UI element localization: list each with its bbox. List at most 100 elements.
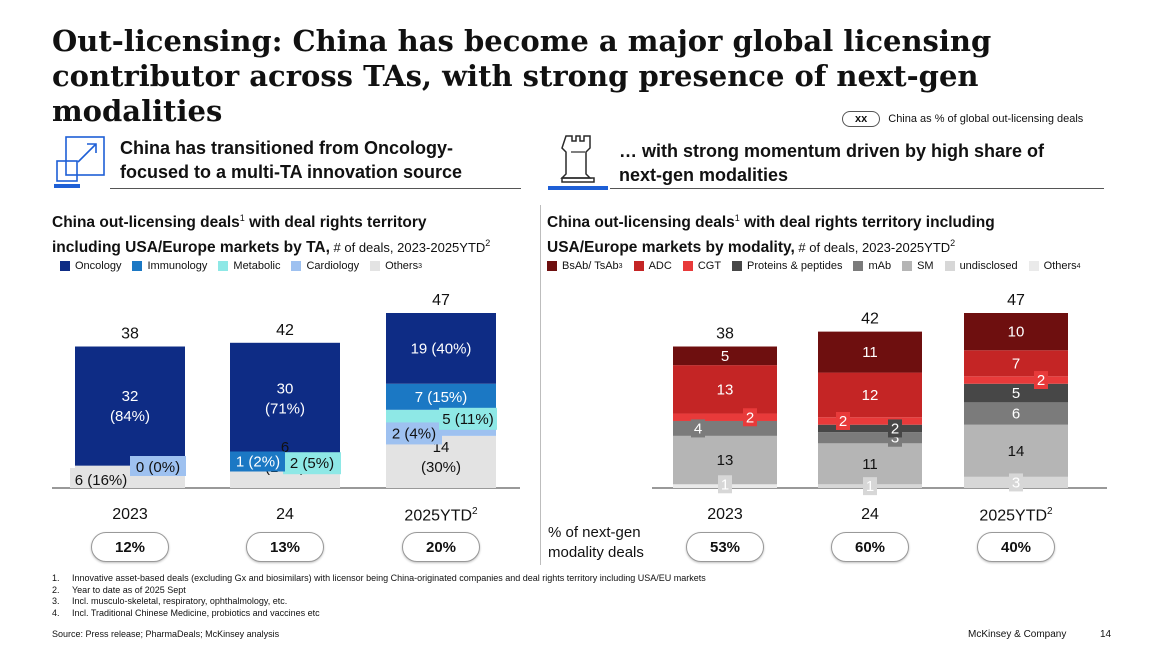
left-chart-title: China out-licensing deals1 with deal rig…	[52, 208, 542, 258]
ta-total-2025ytd: 47	[432, 292, 450, 309]
right-chart-title-b: with deal rights territory including	[739, 214, 995, 232]
left-panel-heading: China has transitioned from Oncology- fo…	[120, 136, 520, 184]
brand-name: McKinsey & Company	[968, 629, 1067, 640]
legend-label: ADC	[648, 260, 672, 272]
right-heading-line-2: next-gen modalities	[619, 165, 789, 185]
legend-label: CGT	[697, 260, 722, 272]
mod-label-undisclosed-2023: 1	[721, 476, 729, 493]
mod-label-cgt-2023-box	[743, 408, 757, 427]
mod-total-2025ytd: 47	[1007, 292, 1025, 309]
ta-bar-oncology-2023	[75, 346, 185, 466]
footnote-3: 3. Incl. musculo-skeletal, respiratory, o…	[52, 596, 288, 606]
mod-share-pill-2023: 53%	[686, 532, 764, 562]
legend-item-bsab-tsab: BsAb/ TsAb 3	[547, 260, 623, 272]
legend-swatch	[132, 261, 143, 271]
legend-item-others: Others 4	[1028, 260, 1081, 272]
ta-label-immunology-2025ytd: 7 (15%)	[415, 389, 468, 406]
key-text: China as % of global out-licensing deals	[888, 113, 1084, 125]
left-chart-title-sup: 1	[239, 213, 245, 223]
mod-bar-cgt-2023	[673, 413, 777, 421]
legend-swatch	[732, 261, 743, 271]
legend-swatch	[370, 261, 381, 271]
ta-bar-oncology-2025ytd	[386, 313, 496, 384]
mod-bar-bsab-tsab-24	[818, 331, 922, 373]
mod-label-adc-2023: 13	[717, 381, 734, 398]
mod-label-bsab-tsab-24: 11	[862, 344, 878, 361]
mod-total-24: 42	[861, 311, 879, 328]
left-chart-title-b: with deal rights territory	[244, 214, 427, 232]
mod-category-2025ytd: 2025YTD2	[979, 506, 1053, 525]
mod-label-sm-24: 11	[862, 456, 878, 473]
mod-label-mab-2023-box	[691, 419, 705, 438]
legend-swatch	[682, 261, 693, 271]
left-chart-units-sup: 2	[485, 238, 491, 249]
left-chart-title-a: China out-licensing deals	[52, 214, 240, 232]
ta-label-cardiology-2025ytd: 2 (4%)	[392, 425, 436, 442]
mod-label-cgt-24: 2	[839, 413, 847, 430]
mod-label-proteins-peptides-24: 2	[891, 420, 899, 437]
legend-label: mAb	[868, 260, 892, 272]
mod-label-bsab-tsab-2025ytd: 10	[1008, 324, 1025, 341]
right-heading-rule	[610, 188, 1104, 189]
ta-bar-others-2025ytd	[386, 435, 496, 488]
mod-label-adc-24: 12	[862, 387, 879, 404]
legend-item-others: Others 3	[370, 260, 422, 272]
mod-total-2023: 38	[716, 326, 734, 343]
ta-label-immunology-24: 1 (2%)	[236, 453, 280, 470]
ta-label-oncology-24: 30 (71%)	[265, 381, 305, 418]
right-chart-units: # of deals, 2023-2025YTD	[794, 240, 951, 256]
left-heading-line-1: China has transitioned from Oncology-	[120, 138, 454, 158]
chess-rook-icon	[548, 135, 608, 190]
ta-share-pill-2023: 12%	[91, 532, 169, 562]
ta-label-metabolic-2025ytd: 5 (11%)	[442, 411, 493, 428]
legend-item-oncology: Oncology	[60, 260, 121, 272]
ta-label-oncology-2023: 32 (84%)	[110, 388, 150, 425]
mod-label-proteins-peptides-24-box	[888, 419, 902, 438]
legend-item-cardiology: Cardiology	[291, 260, 359, 272]
mod-label-undisclosed-24-box	[863, 477, 877, 496]
ta-label-cardiology-2025ytd-box	[386, 422, 442, 445]
legend-label: Cardiology	[306, 260, 360, 272]
right-heading-line-1: … with strong momentum driven by high sh…	[619, 141, 1045, 161]
mod-label-undisclosed-2025ytd-box	[1009, 473, 1023, 492]
key-pill: xx	[842, 111, 881, 127]
ta-label-metabolic-24-box	[283, 452, 341, 475]
legend-swatch	[547, 261, 557, 271]
left-heading-rule	[110, 188, 521, 189]
ta-category-2025ytd: 2025YTD2	[404, 506, 478, 525]
mod-share-pill-2025ytd: 40%	[977, 532, 1055, 562]
ta-label-immunology-24-box	[230, 451, 285, 472]
mod-label-cgt-24-box	[836, 411, 850, 430]
ta-bar-immunology-2025ytd	[386, 383, 496, 410]
footnote-4: 4. Incl. Traditional Chinese Medicine, pr…	[52, 607, 320, 618]
ta-share-pill-24: 13%	[246, 532, 324, 562]
right-chart-title-sup: 1	[734, 213, 740, 223]
mod-label-mab-2023: 4	[694, 420, 702, 437]
left-chart-title-c: including USA/Europe markets by TA,	[52, 239, 330, 257]
ta-label-oncology-2025ytd: 19 (40%)	[411, 340, 472, 357]
page-number: 14	[1100, 629, 1112, 640]
right-chart-title-a: China out-licensing deals	[547, 214, 735, 232]
legend-label: Others	[385, 260, 419, 272]
legend-swatch	[944, 261, 955, 271]
mod-bar-proteins-peptides-24	[818, 424, 922, 433]
mod-category-2023: 2023	[707, 506, 743, 523]
ta-category-2023: 2023	[112, 506, 148, 523]
legend-label: Oncology	[75, 260, 122, 272]
mod-label-adc-2025ytd: 7	[1012, 355, 1020, 372]
next-gen-label-line-1: % of next-gen	[548, 524, 641, 541]
mod-bar-bsab-tsab-2025ytd	[964, 313, 1068, 351]
legend-swatch	[60, 261, 70, 271]
legend-item-cgt: CGT	[682, 260, 722, 272]
source-note: Source: Press release; PharmaDeals; McKi…	[52, 629, 280, 639]
legend-label: Metabolic	[233, 260, 281, 272]
legend-item-metabolic: Metabolic	[218, 260, 280, 272]
legend-swatch	[1028, 261, 1039, 271]
next-gen-label-line-2: modality deals	[548, 544, 644, 561]
mod-label-mab-24: 3	[891, 430, 899, 447]
ta-label-metabolic-2025ytd-box	[439, 407, 497, 430]
legend-label: Immunology	[147, 260, 208, 272]
ta-label-metabolic-24: 2 (5%)	[290, 455, 334, 472]
china-share-key: xx China as % of global out-licensing de…	[842, 110, 1083, 128]
right-legend: BsAb/ TsAb 3 ADC CGT Proteins & peptides mAb S…	[547, 260, 1092, 272]
